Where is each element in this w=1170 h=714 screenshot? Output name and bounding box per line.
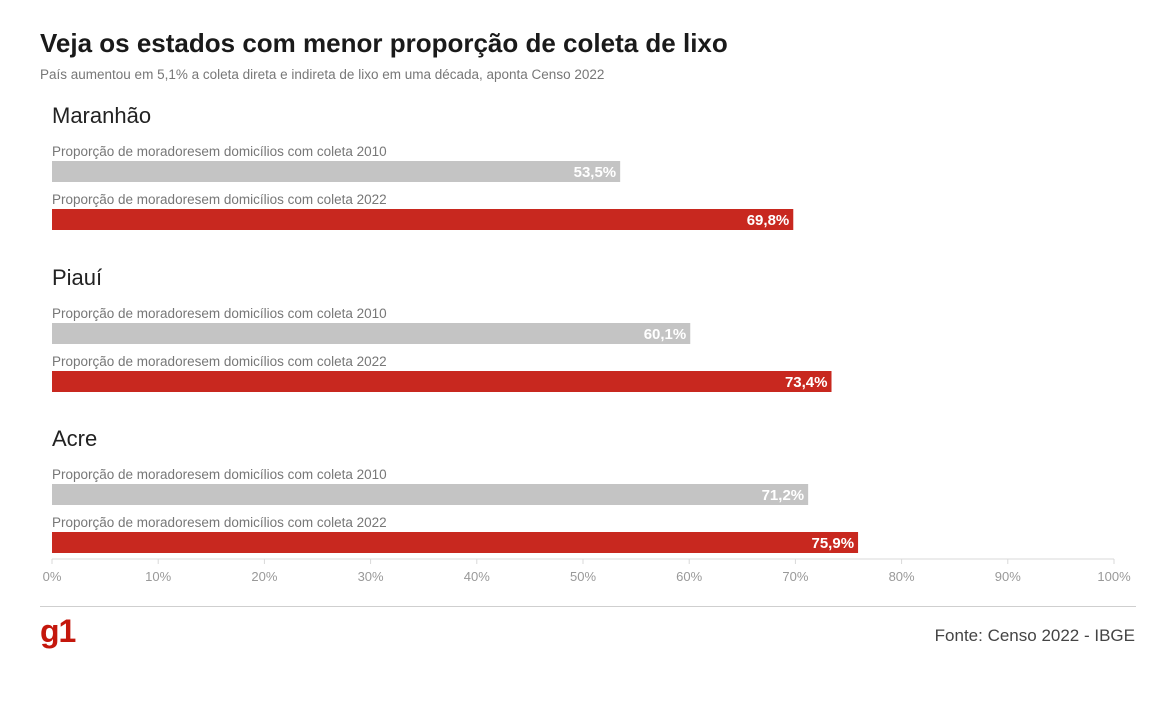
footer-divider bbox=[40, 606, 1136, 607]
x-tick-label: 20% bbox=[251, 569, 277, 584]
state-label: Acre bbox=[52, 426, 97, 451]
bar-category-label: Proporção de moradoresem domicílios com … bbox=[52, 306, 387, 321]
x-tick-label: 50% bbox=[570, 569, 596, 584]
x-tick-label: 40% bbox=[464, 569, 490, 584]
bar-2022 bbox=[52, 371, 832, 392]
g1-logo: g1 bbox=[40, 613, 76, 649]
x-tick-label: 60% bbox=[676, 569, 702, 584]
bar-value-label: 53,5% bbox=[574, 164, 617, 181]
chart-subtitle: País aumentou em 5,1% a coleta direta e … bbox=[40, 67, 605, 82]
x-tick-label: 30% bbox=[358, 569, 384, 584]
bar-chart: Maranhão Proporção de moradoresem domicíl… bbox=[43, 103, 1131, 584]
x-tick-label: 10% bbox=[145, 569, 171, 584]
bar-value-label: 73,4% bbox=[785, 374, 828, 391]
source-note: Fonte: Censo 2022 - IBGE bbox=[934, 626, 1135, 645]
x-tick-label: 100% bbox=[1097, 569, 1131, 584]
bar-category-label: Proporção de moradoresem domicílios com … bbox=[52, 144, 387, 159]
x-tick-label: 70% bbox=[782, 569, 808, 584]
x-tick-label: 90% bbox=[995, 569, 1021, 584]
bar-value-label: 75,9% bbox=[812, 535, 855, 552]
bar-2022 bbox=[52, 532, 859, 553]
bar-category-label: Proporção de moradoresem domicílios com … bbox=[52, 354, 387, 369]
bar-category-label: Proporção de moradoresem domicílios com … bbox=[52, 192, 387, 207]
bar-value-label: 69,8% bbox=[747, 212, 790, 229]
bar-2010 bbox=[52, 484, 809, 505]
bar-category-label: Proporção de moradoresem domicílios com … bbox=[52, 515, 387, 530]
chart-title: Veja os estados com menor proporção de c… bbox=[40, 28, 728, 58]
bar-value-label: 71,2% bbox=[762, 487, 805, 504]
state-label: Piauí bbox=[52, 265, 102, 290]
state-label: Maranhão bbox=[52, 103, 151, 128]
x-tick-label: 0% bbox=[43, 569, 62, 584]
bar-2010 bbox=[52, 161, 621, 182]
bar-2022 bbox=[52, 209, 794, 230]
x-tick-label: 80% bbox=[889, 569, 915, 584]
bar-2010 bbox=[52, 323, 691, 344]
bar-category-label: Proporção de moradoresem domicílios com … bbox=[52, 467, 387, 482]
bar-value-label: 60,1% bbox=[644, 326, 687, 343]
